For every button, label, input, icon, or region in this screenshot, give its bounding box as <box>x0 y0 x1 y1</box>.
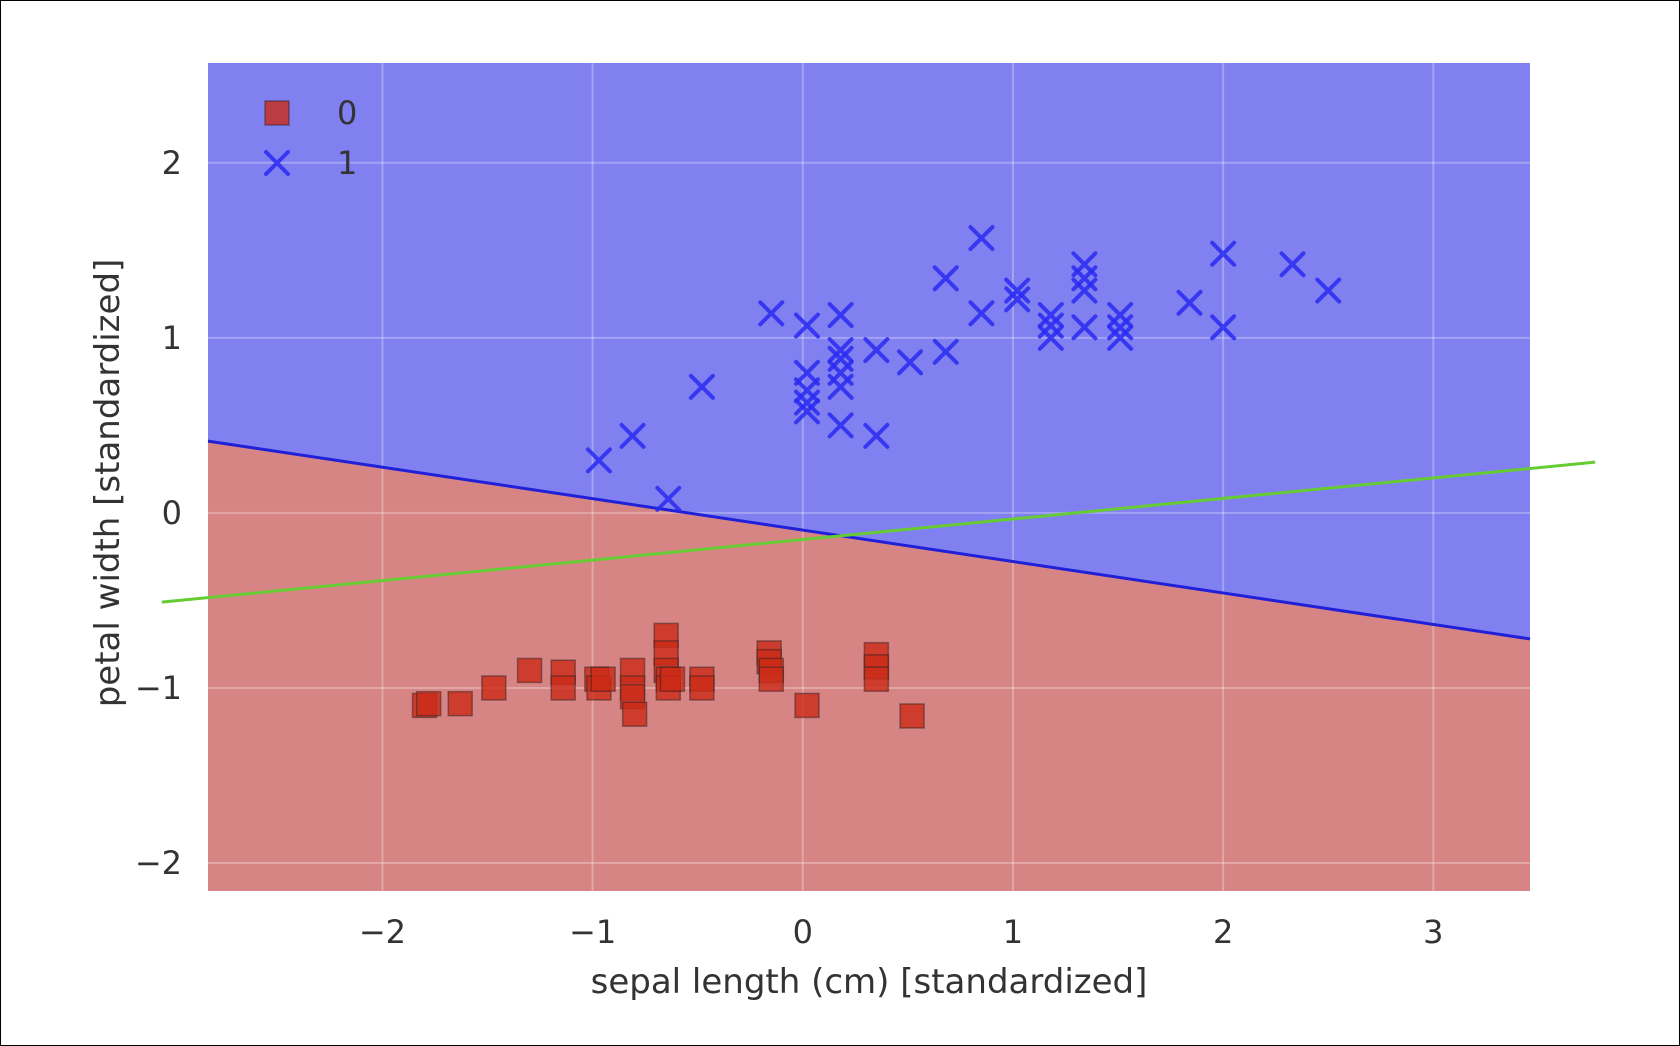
plot-background <box>208 63 1530 891</box>
point-class-0 <box>758 666 785 692</box>
point-class-0 <box>689 675 715 701</box>
point-class-1 <box>619 422 646 449</box>
point-class-1 <box>1176 289 1203 316</box>
y-tick-label: 2 <box>162 144 182 182</box>
x-tick-label: −1 <box>569 913 616 951</box>
point-class-1 <box>1071 314 1098 341</box>
point-class-1 <box>793 389 820 416</box>
point-class-0 <box>415 690 442 717</box>
point-class-1 <box>1107 314 1134 341</box>
point-class-1 <box>655 485 682 512</box>
point-class-1 <box>1210 314 1237 341</box>
point-class-1 <box>793 312 820 339</box>
point-class-0 <box>590 666 616 692</box>
x-tick-labels: −2 −1 0 1 2 3 <box>359 913 1444 951</box>
y-tick-labels: −2 −1 0 1 2 <box>135 144 182 882</box>
point-class-1 <box>793 359 820 386</box>
data-points <box>411 225 1342 729</box>
legend-label: 1 <box>337 144 357 182</box>
point-class-0 <box>516 657 543 684</box>
point-class-0 <box>659 666 686 692</box>
x-tick-label: 1 <box>1003 913 1023 951</box>
point-class-1 <box>863 422 890 449</box>
point-class-1 <box>688 373 715 400</box>
point-class-0 <box>447 690 473 717</box>
point-class-0 <box>794 692 820 719</box>
point-class-1 <box>758 300 785 327</box>
point-class-1 <box>827 412 854 439</box>
point-class-1 <box>793 398 820 425</box>
point-class-1 <box>827 302 854 329</box>
point-class-1 <box>827 337 854 364</box>
point-class-1 <box>1279 251 1306 278</box>
decision-boundary <box>207 439 1531 641</box>
point-class-1 <box>968 225 995 252</box>
y-tick-label: −2 <box>135 844 182 882</box>
x-tick-label: 2 <box>1213 913 1233 951</box>
point-class-1 <box>863 337 890 364</box>
point-class-1 <box>896 349 923 376</box>
point-class-1 <box>1210 240 1237 267</box>
legend-label: 0 <box>337 94 357 132</box>
y-axis-label: petal width [standardized] <box>88 259 128 708</box>
point-class-1 <box>827 373 854 400</box>
point-class-1 <box>932 338 959 365</box>
x-tick-label: 0 <box>793 913 813 951</box>
point-class-1 <box>968 300 995 327</box>
legend-marker-class-0 <box>264 100 290 126</box>
legend-marker-class-1 <box>264 150 290 176</box>
point-class-1 <box>1037 302 1064 329</box>
region-class-1 <box>208 63 1530 639</box>
point-class-1 <box>1071 277 1098 304</box>
x-axis-label: sepal length (cm) [standardized] <box>591 962 1148 1002</box>
point-class-1 <box>1004 286 1031 313</box>
y-tick-label: 0 <box>162 494 182 532</box>
point-class-0 <box>481 675 507 701</box>
point-class-0 <box>621 701 648 727</box>
point-class-1 <box>1315 277 1342 304</box>
green-line <box>161 460 1596 604</box>
point-class-0 <box>550 675 576 701</box>
y-tick-label: −1 <box>135 669 182 707</box>
legend: 01 <box>264 94 357 182</box>
x-tick-label: −2 <box>359 913 406 951</box>
point-class-1 <box>1004 277 1031 304</box>
point-class-1 <box>932 265 959 292</box>
point-class-1 <box>1037 324 1064 351</box>
x-tick-label: 3 <box>1423 913 1443 951</box>
point-class-0 <box>863 666 890 692</box>
point-class-1 <box>585 447 612 474</box>
y-tick-label: 1 <box>162 319 182 357</box>
point-class-1 <box>1107 324 1134 351</box>
point-class-0 <box>899 703 925 729</box>
